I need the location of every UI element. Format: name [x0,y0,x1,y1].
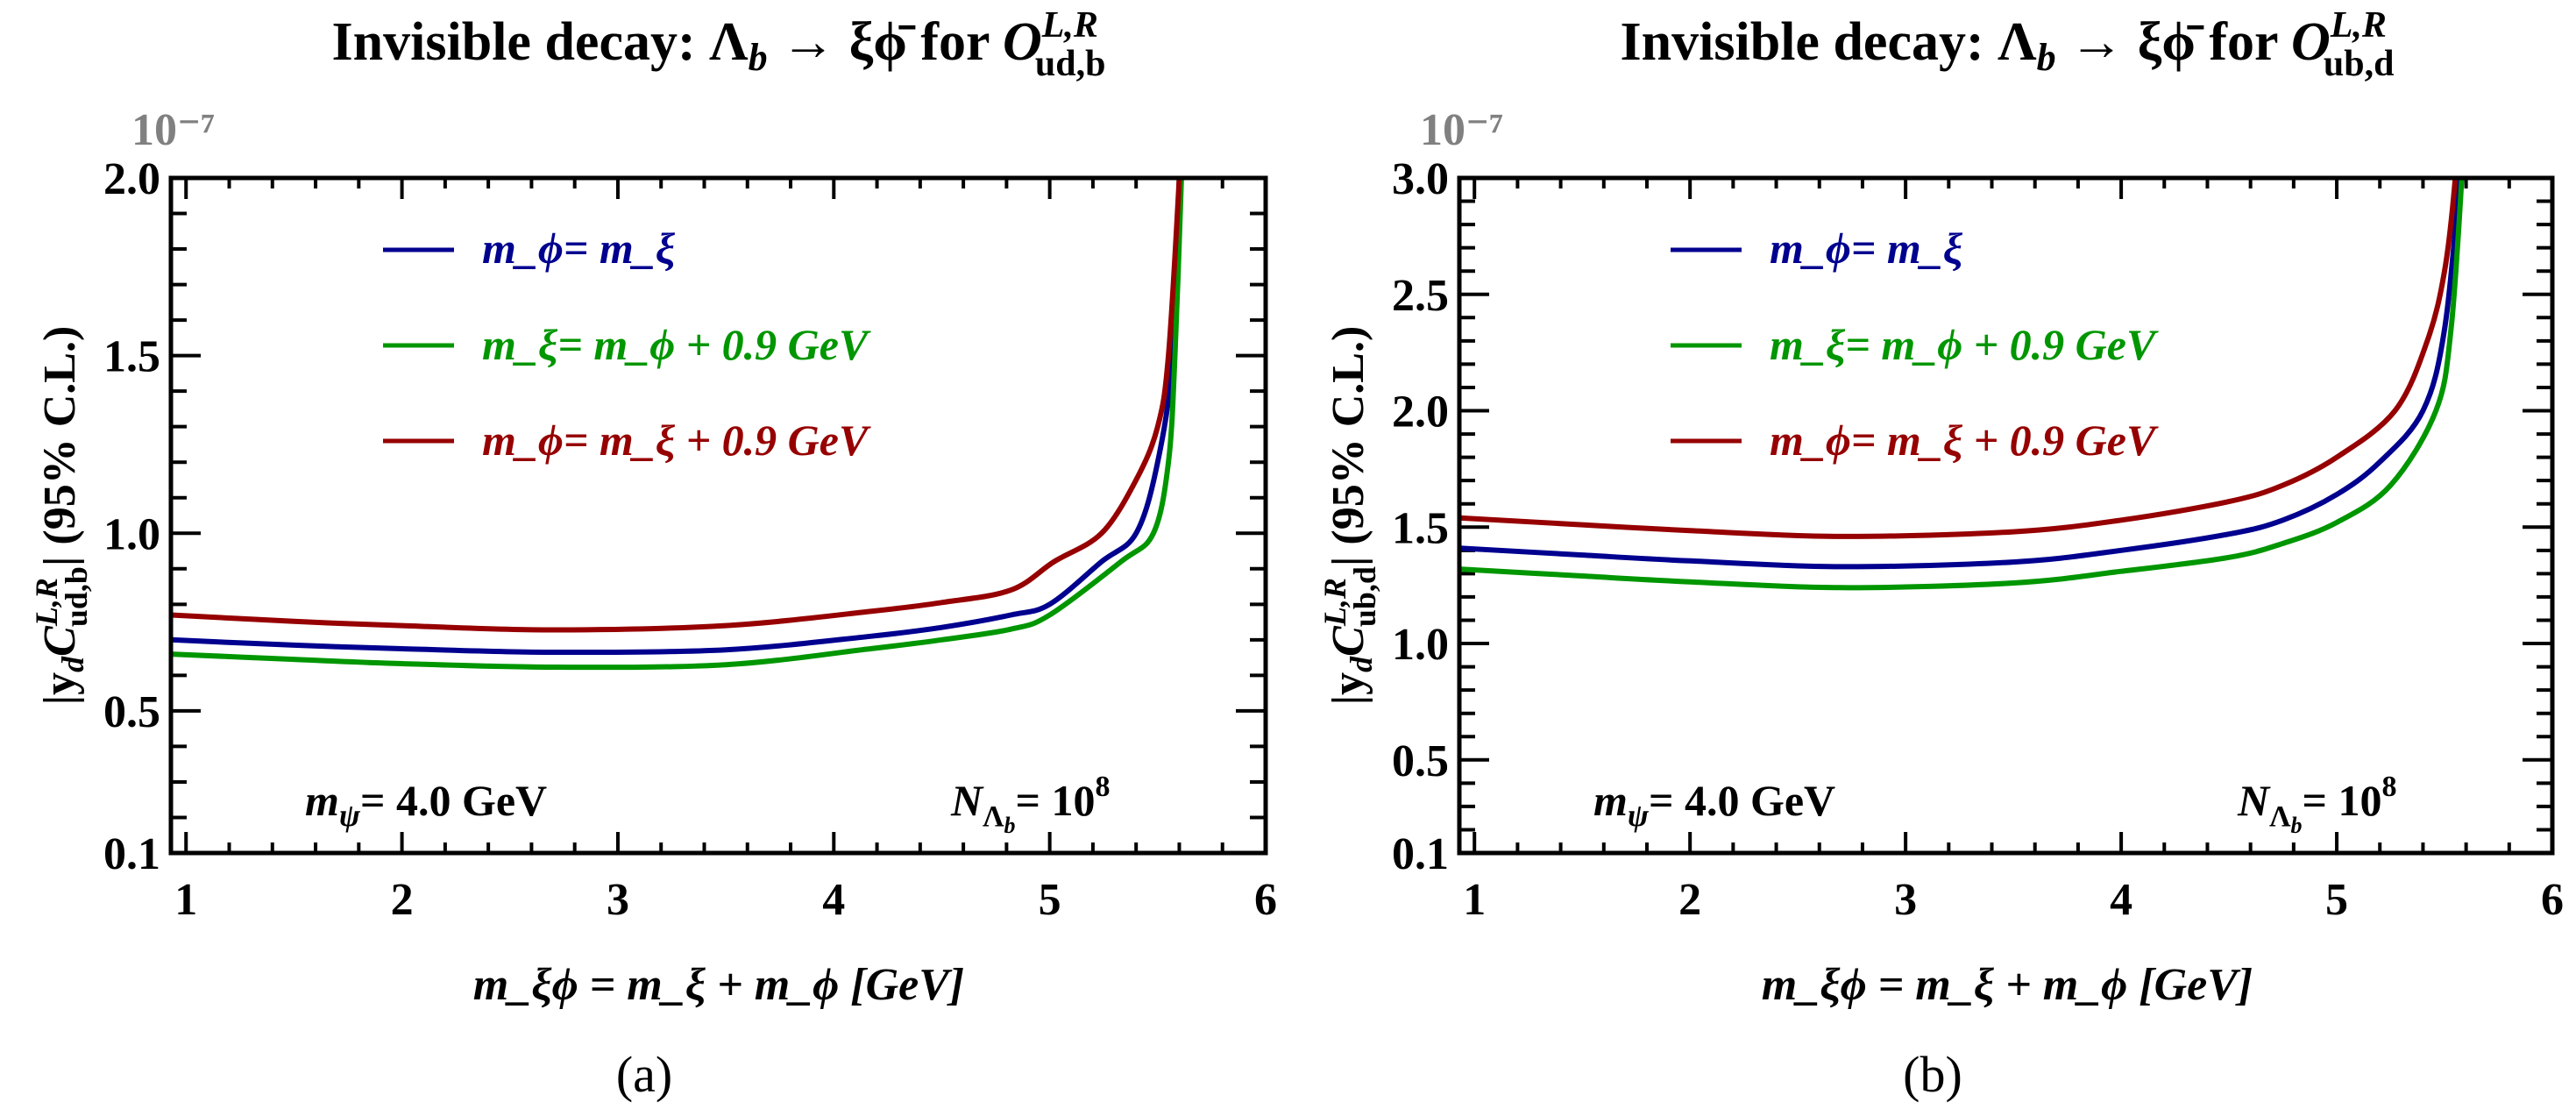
panel-a-frame [168,175,1268,856]
y-tick-label: 2.5 [1392,271,1449,321]
legend-label-blue: m_ϕ= m_ξ [1770,224,1963,273]
panel-a-y-axis-label: |ydCL,Rud,b| (95% C.L.) [29,326,94,706]
y-tick-label: 2.0 [103,154,160,204]
x-tick-label: 5 [2325,875,2348,925]
panel-b-axes: 1 2 3 4 5 6 0.1 0.5 1.0 1.5 2.0 2.5 3.0 [1392,154,2564,925]
legend-label-blue: m_ϕ= m_ξ [482,224,676,273]
panel-a-caption: (a) [616,1046,672,1103]
y-tick-label: 2.0 [1392,387,1449,437]
panel-b: Invisible decay: Λb → ξϕ̄ for OL,R ub,d 1… [1317,5,2564,1103]
panel-b-curves [1459,178,2465,591]
legend-label-red: m_ϕ= m_ξ + 0.9 GeV [1770,416,2159,465]
x-tick-label: 3 [1894,875,1917,925]
panel-a: Invisible decay: Λb → ξϕ̄ for OL,R ud,b 1… [29,5,1277,1103]
series-line-blue [171,178,1182,656]
y-tick-label: 0.5 [1392,736,1449,786]
panel-b-frame [1457,175,2555,856]
y-tick-label: 1.0 [1392,620,1449,670]
panel-b-y-multiplier: 10⁻⁷ [1420,105,1503,155]
panel-b-title: Invisible decay: Λb → ξϕ̄ for OL,R ub,d [1621,5,2395,84]
legend-label-red: m_ϕ= m_ξ + 0.9 GeV [482,416,871,465]
y-tick-label: 1.5 [103,332,160,382]
y-tick-label: 1.5 [1392,503,1449,553]
panel-b-caption: (b) [1903,1046,1962,1103]
x-tick-label: 5 [1039,875,1061,925]
panel-a-x-axis-label: m_ξϕ = m_ξ + m_ϕ [GeV] [473,960,964,1010]
panel-a-axes: 1 2 3 4 5 6 0.1 0.5 1.0 1.5 2.0 [103,154,1277,925]
panel-a-curves [171,178,1184,671]
series-line-red [171,178,1182,633]
y-tick-label: 1.0 [103,509,160,559]
y-tick-label: 0.1 [103,829,160,879]
legend-label-green: m_ξ= m_ϕ + 0.9 GeV [482,320,871,369]
x-tick-label: 4 [822,875,845,925]
y-tick-label: 3.0 [1392,154,1449,204]
panel-b-legend: m_ϕ= m_ξ m_ξ= m_ϕ + 0.9 GeV m_ϕ= m_ξ + 0… [1671,224,2159,465]
series-line-green [171,178,1184,671]
series-line-green [1459,178,2465,591]
panel-b-x-axis-label: m_ξϕ = m_ξ + m_ϕ [GeV] [1762,960,2253,1010]
x-tick-label: 6 [1254,875,1277,925]
panel-b-y-axis-label: |ydCL,Rub,d| (95% C.L.) [1317,326,1382,706]
y-tick-label: 0.5 [103,687,160,737]
x-tick-label: 1 [1463,875,1486,925]
panel-a-annotation-nlambda: NΛb= 108 [950,771,1110,838]
x-tick-label: 3 [607,875,629,925]
x-tick-label: 6 [2541,875,2564,925]
x-tick-label: 2 [1678,875,1701,925]
panel-a-annotation-mpsi: mψ= 4.0 GeV [305,776,547,833]
y-tick-label: 0.1 [1392,829,1449,879]
legend-label-green: m_ξ= m_ϕ + 0.9 GeV [1770,320,2159,369]
x-tick-label: 4 [2110,875,2132,925]
series-line-blue [1459,178,2463,570]
x-tick-label: 1 [174,875,197,925]
panel-a-y-multiplier: 10⁻⁷ [131,105,215,155]
series-line-red [1459,178,2459,539]
panel-a-legend: m_ϕ= m_ξ m_ξ= m_ϕ + 0.9 GeV m_ϕ= m_ξ + 0… [383,224,871,465]
panel-b-annotation-mpsi: mψ= 4.0 GeV [1593,776,1835,833]
panel-b-annotation-nlambda: NΛb= 108 [2237,771,2396,838]
panel-a-title: Invisible decay: Λb → ξϕ̄ for OL,R ud,b [332,5,1106,84]
x-tick-label: 2 [391,875,414,925]
